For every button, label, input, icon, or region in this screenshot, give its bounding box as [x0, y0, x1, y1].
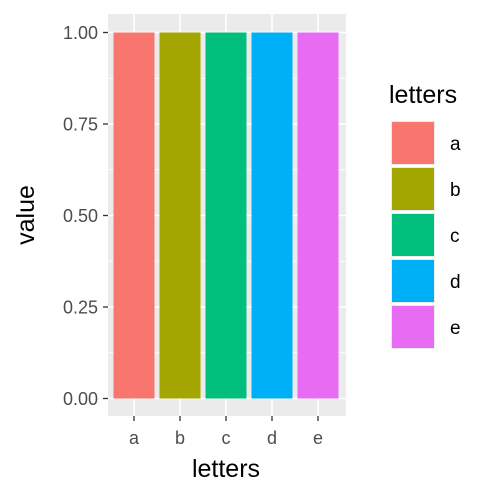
y-axis: 0.00 0.25 0.50 0.75 1.00 [63, 23, 108, 409]
legend-label-a: a [450, 134, 461, 155]
legend-label-b: b [450, 180, 461, 201]
bar-c [205, 32, 247, 399]
legend-swatch-a [392, 122, 434, 164]
x-tick-label-d: d [267, 428, 277, 448]
bar-e [297, 32, 339, 399]
legend-swatch-b [392, 168, 434, 210]
bar-b [159, 32, 201, 399]
x-tick-label-a: a [129, 428, 140, 448]
y-tick-label: 0.25 [63, 298, 98, 318]
legend-label-e: e [450, 318, 461, 339]
bar-a [113, 32, 155, 399]
x-tick-label-e: e [313, 428, 323, 448]
legend-label-c: c [450, 226, 460, 247]
y-tick-label: 0.75 [63, 115, 98, 135]
legend-label-d: d [450, 272, 461, 293]
x-axis: a b c d e [129, 416, 323, 448]
x-axis-title: letters [192, 455, 260, 483]
y-axis-title: value [12, 185, 40, 245]
bars [113, 32, 339, 399]
legend-swatch-e [392, 306, 434, 348]
y-tick-label: 0.50 [63, 206, 98, 226]
y-tick-label: 1.00 [63, 23, 98, 43]
x-tick-label-c: c [222, 428, 231, 448]
bar-d [251, 32, 293, 399]
legend-swatch-c [392, 214, 434, 256]
legend: letters a b c d e [389, 81, 461, 349]
x-tick-label-b: b [175, 428, 185, 448]
y-tick-label: 0.00 [63, 389, 98, 409]
legend-title: letters [389, 81, 457, 109]
legend-swatch-d [392, 260, 434, 302]
